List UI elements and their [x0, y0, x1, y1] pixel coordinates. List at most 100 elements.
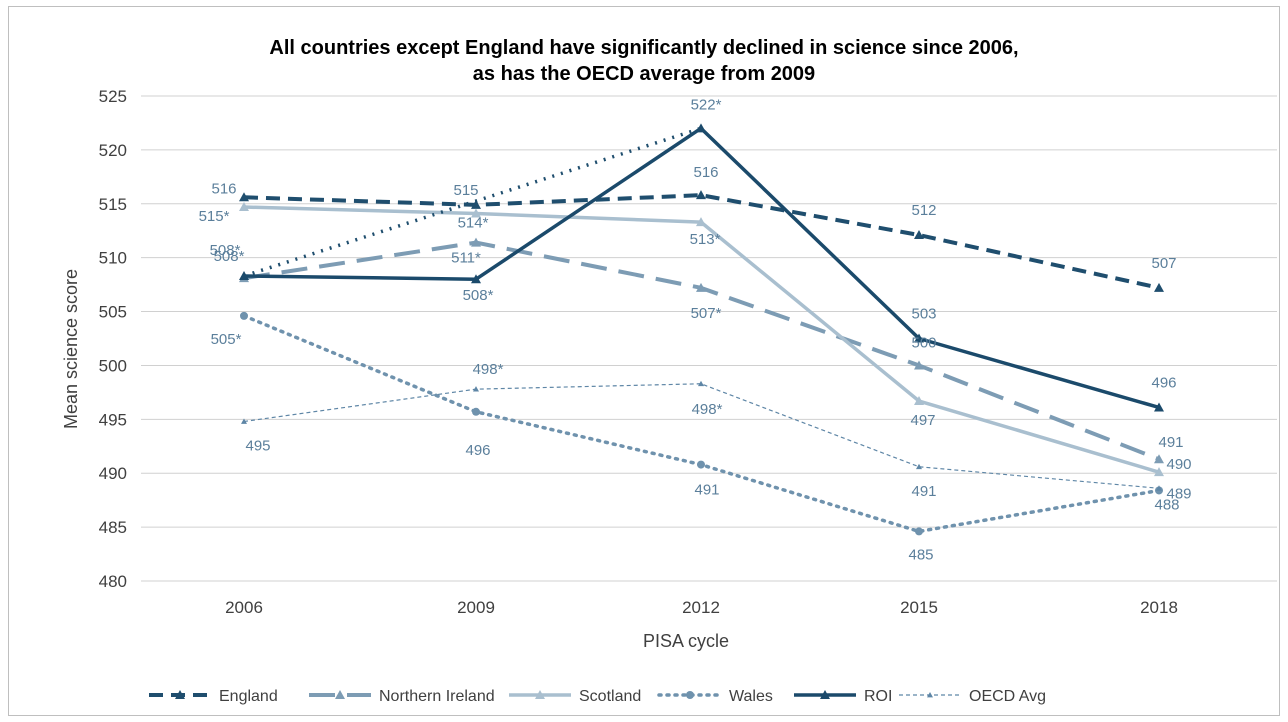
data-point — [697, 460, 705, 469]
data-label: 496 — [1151, 374, 1176, 391]
series-line — [243, 383, 1160, 489]
y-tick-label: 515 — [99, 195, 127, 214]
data-label: 508* — [210, 242, 241, 259]
x-tick-label: 2006 — [225, 598, 263, 617]
x-tick-label: 2015 — [900, 598, 938, 617]
data-label: 498* — [692, 401, 723, 418]
data-point — [927, 692, 933, 698]
data-label: 498* — [473, 361, 504, 378]
data-point — [698, 380, 704, 387]
legend-label: Northern Ireland — [379, 688, 495, 705]
data-label: 490 — [1166, 456, 1191, 473]
data-label: 507 — [1151, 255, 1176, 272]
y-tick-label: 510 — [99, 249, 127, 268]
chart-subtitle: as has the OECD average from 2009 — [473, 63, 815, 85]
y-axis-ticks: 480 485 490 495 500 505 510 515 520 525 — [99, 87, 127, 591]
data-point — [696, 123, 706, 133]
legend-label: England — [219, 688, 278, 705]
data-point — [239, 202, 249, 212]
data-label: 516 — [211, 180, 236, 197]
data-label: 488 — [1154, 496, 1179, 513]
y-tick-label: 505 — [99, 303, 127, 322]
data-point — [471, 199, 481, 209]
data-label: 516 — [693, 164, 718, 181]
data-point — [1154, 467, 1164, 477]
y-tick-label: 490 — [99, 464, 127, 483]
data-label: 491 — [911, 483, 936, 500]
data-label: 507* — [691, 305, 722, 322]
legend: England Northern Ireland Scotland Wales ROI O… — [149, 688, 1046, 705]
legend-label: Scotland — [579, 688, 641, 705]
data-label: 515 — [453, 182, 478, 199]
series-lines — [242, 126, 1161, 534]
data-point — [914, 230, 924, 240]
data-point — [696, 217, 706, 227]
x-tick-label: 2018 — [1140, 598, 1178, 617]
data-point — [915, 527, 923, 536]
x-tick-label: 2012 — [682, 598, 720, 617]
data-label: 505* — [211, 331, 242, 348]
legend-label: ROI — [864, 688, 892, 705]
data-label: 491 — [694, 482, 719, 499]
data-point — [1156, 485, 1162, 491]
y-tick-label: 495 — [99, 410, 127, 429]
chart-title: All countries except England have signif… — [269, 37, 1018, 59]
x-axis-ticks: 2006 2009 2012 2015 2018 — [225, 598, 1178, 617]
data-label: 515* — [199, 208, 230, 225]
data-label: 485 — [908, 546, 933, 563]
data-label: 500 — [911, 334, 936, 351]
data-label: 522* — [691, 96, 722, 113]
y-tick-label: 520 — [99, 141, 127, 160]
data-point — [472, 407, 480, 416]
gridlines — [141, 95, 1277, 582]
chart-frame: All countries except England have signif… — [8, 6, 1280, 716]
data-label: 497 — [910, 412, 935, 429]
data-label: 513* — [690, 231, 721, 248]
y-axis-label: Mean science score — [61, 269, 81, 429]
x-axis-label: PISA cycle — [643, 631, 729, 651]
data-label: 512 — [911, 202, 936, 219]
data-point — [335, 690, 345, 699]
data-label: 514* — [458, 214, 489, 231]
data-label: 511* — [451, 250, 481, 267]
data-label: 503 — [911, 306, 936, 323]
data-point — [471, 274, 481, 284]
data-point — [820, 690, 830, 699]
x-tick-label: 2009 — [457, 598, 495, 617]
data-label: 491 — [1158, 434, 1183, 451]
legend-label: Wales — [729, 688, 773, 705]
data-label: 496 — [465, 442, 490, 459]
data-point — [473, 386, 479, 392]
data-label: 508* — [463, 287, 494, 304]
data-point — [696, 282, 706, 292]
data-point — [914, 396, 924, 406]
series-markers — [239, 123, 1164, 536]
data-point — [696, 190, 706, 200]
legend-label: OECD Avg — [969, 688, 1046, 705]
data-label: 495 — [245, 437, 270, 454]
data-point — [686, 691, 694, 699]
data-point — [239, 270, 249, 280]
y-tick-label: 525 — [99, 87, 127, 106]
y-tick-label: 500 — [99, 356, 127, 375]
data-point — [471, 237, 481, 247]
data-point — [240, 311, 248, 320]
series-line — [243, 240, 1160, 462]
data-point — [1154, 282, 1164, 292]
data-point — [914, 360, 924, 370]
data-point — [241, 418, 247, 424]
data-point — [175, 690, 185, 699]
data-label: 489 — [1166, 485, 1191, 502]
y-tick-label: 485 — [99, 518, 127, 537]
data-point — [916, 463, 922, 470]
data-point — [1154, 454, 1164, 464]
data-point — [1154, 402, 1164, 412]
line-chart: All countries except England have signif… — [61, 37, 1277, 705]
series-line — [243, 193, 1160, 290]
data-point — [239, 192, 249, 202]
data-point — [535, 690, 545, 699]
data-labels: 516 515 516 512 507 508* 511* 507* 500 491 515* 514… — [199, 96, 1192, 563]
data-label: 508* — [214, 248, 245, 265]
data-point — [914, 333, 924, 343]
data-point — [471, 208, 481, 218]
